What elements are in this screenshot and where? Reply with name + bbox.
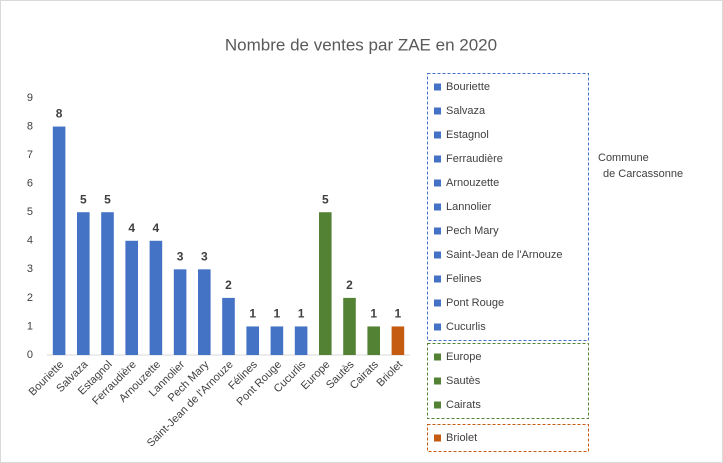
annotation: Commune <box>598 152 649 164</box>
legend-label: Bouriette <box>446 81 490 93</box>
y-tick-label: 7 <box>27 149 33 161</box>
y-tick-label: 6 <box>27 178 33 190</box>
data-label: 4 <box>153 221 160 235</box>
bar <box>101 212 114 355</box>
bar <box>270 326 284 355</box>
bar <box>198 269 211 355</box>
data-label: 3 <box>177 250 184 264</box>
chart-title: Nombre de ventes par ZAE en 2020 <box>225 35 497 54</box>
data-label: 5 <box>322 192 329 206</box>
data-label: 8 <box>56 107 63 121</box>
legend-label: Cairats <box>446 399 481 411</box>
data-label: 5 <box>104 192 111 206</box>
legend-label: Pont Rouge <box>446 297 504 309</box>
legend-swatch <box>434 299 441 307</box>
legend-swatch <box>434 377 441 385</box>
y-tick-label: 5 <box>27 206 33 218</box>
legend-box <box>427 343 589 419</box>
y-tick-label: 4 <box>27 235 33 247</box>
legend-swatch <box>434 323 441 331</box>
legend-swatch <box>434 227 441 235</box>
bar <box>246 326 259 355</box>
data-label: 1 <box>395 307 402 321</box>
legend-swatch <box>434 434 441 442</box>
legend-swatch <box>434 155 441 163</box>
y-tick-label: 0 <box>27 349 33 361</box>
y-tick-label: 1 <box>27 320 33 332</box>
legend-label: Saint-Jean de l'Arnouze <box>446 249 562 261</box>
legend-swatch <box>434 401 441 409</box>
legend-label: Estagnol <box>446 129 489 141</box>
y-tick-label: 3 <box>27 263 33 275</box>
legend-label: Arnouzette <box>446 177 499 189</box>
legend-label: Salvaza <box>446 105 486 117</box>
legend-swatch <box>434 107 441 115</box>
legend-swatch <box>434 83 441 91</box>
legend-label: Sautès <box>446 375 481 387</box>
legend-swatch <box>434 353 441 361</box>
bar <box>294 326 308 355</box>
bar <box>149 240 163 355</box>
data-label: 1 <box>298 307 305 321</box>
legend-swatch <box>434 203 441 211</box>
legend-swatch <box>434 251 441 259</box>
bar <box>343 297 356 355</box>
data-label: 4 <box>128 221 135 235</box>
legend-label: Cucurlis <box>446 321 486 333</box>
legend-label: Felines <box>446 273 482 285</box>
bar <box>367 326 380 355</box>
legend-label: Briolet <box>446 432 477 444</box>
bar <box>222 297 235 355</box>
legend-label: Europe <box>446 351 481 363</box>
bar <box>173 269 187 355</box>
legend-box <box>427 73 589 341</box>
legend-label: Lannolier <box>446 201 492 213</box>
y-tick-label: 9 <box>27 92 33 104</box>
data-label: 5 <box>80 192 87 206</box>
data-label: 3 <box>201 250 208 264</box>
bar <box>125 240 138 355</box>
y-tick-label: 8 <box>27 120 33 132</box>
data-label: 1 <box>274 307 281 321</box>
data-label: 1 <box>249 307 256 321</box>
data-label: 2 <box>346 278 353 292</box>
data-label: 1 <box>370 307 377 321</box>
bar <box>77 212 90 355</box>
legend-label: Pech Mary <box>446 225 499 237</box>
legend-swatch <box>434 275 441 283</box>
legend-label: Ferraudière <box>446 153 503 165</box>
legend-box <box>427 424 589 452</box>
annotation: de Carcassonne <box>603 168 683 180</box>
bar <box>319 212 332 355</box>
legend-swatch <box>434 131 441 139</box>
y-tick-label: 2 <box>27 292 33 304</box>
bar <box>52 126 66 355</box>
bar <box>391 326 405 355</box>
data-label: 2 <box>225 278 232 292</box>
legend-swatch <box>434 179 441 187</box>
